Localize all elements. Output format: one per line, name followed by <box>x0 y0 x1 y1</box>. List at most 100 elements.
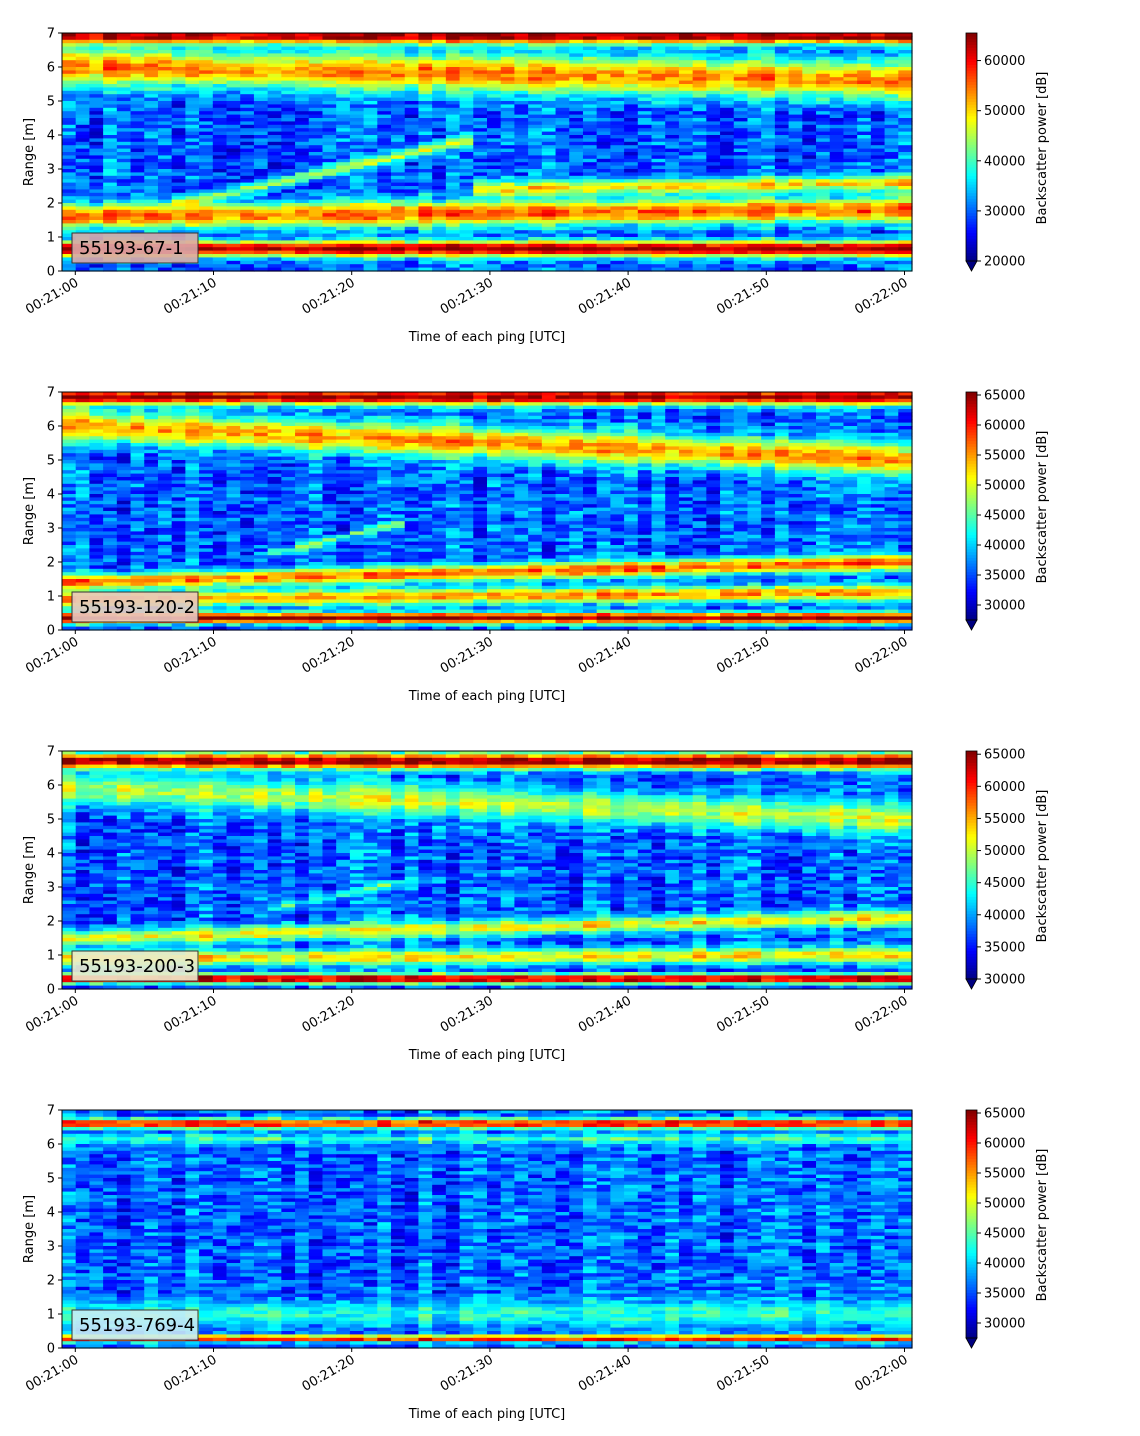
heatmap-cell <box>89 155 103 159</box>
heatmap-cell <box>816 261 830 265</box>
heatmap-cell <box>377 138 391 142</box>
heatmap-cell <box>487 162 501 166</box>
heatmap-cell <box>706 206 720 210</box>
heatmap-cell <box>418 213 432 217</box>
heatmap-cell <box>816 172 830 176</box>
heatmap-cell <box>802 155 816 159</box>
heatmap-cell <box>336 145 350 149</box>
heatmap-cell <box>830 172 844 176</box>
heatmap-cell <box>830 213 844 217</box>
heatmap-cell <box>309 196 323 200</box>
heatmap-cell <box>556 247 570 251</box>
heatmap-cell <box>487 189 501 193</box>
heatmap-cell <box>514 162 528 166</box>
heatmap-cell <box>227 172 241 176</box>
heatmap-cell <box>679 162 693 166</box>
heatmap-cell <box>377 247 391 251</box>
heatmap-cell <box>761 138 775 142</box>
heatmap-cell <box>761 172 775 176</box>
heatmap-cell <box>638 179 652 183</box>
heatmap-cell <box>885 196 899 200</box>
heatmap-cell <box>213 240 227 244</box>
heatmap-cell <box>76 223 90 227</box>
heatmap-cell <box>295 247 309 251</box>
heatmap-cell <box>103 416 117 420</box>
heatmap-cell <box>76 450 90 454</box>
heatmap-cell <box>350 138 364 142</box>
heatmap-cell <box>281 247 295 251</box>
heatmap-cell <box>281 261 295 265</box>
y-tick-label: 7 <box>47 27 55 42</box>
heatmap-cell <box>610 128 624 132</box>
heatmap-cell <box>76 213 90 217</box>
heatmap-cell <box>487 247 501 251</box>
heatmap-cell <box>62 501 76 505</box>
heatmap-cell <box>158 206 172 210</box>
heatmap-cell <box>322 240 336 244</box>
y-tick-label: 5 <box>47 95 55 110</box>
heatmap-cell <box>432 155 446 159</box>
heatmap-cell <box>638 247 652 251</box>
heatmap-cell <box>213 189 227 193</box>
heatmap-cell <box>898 155 912 159</box>
heatmap-cell <box>610 172 624 176</box>
heatmap-cell <box>131 467 145 471</box>
heatmap-cell <box>556 206 570 210</box>
heatmap-cell <box>720 172 734 176</box>
heatmap-cell <box>514 261 528 265</box>
heatmap-cell <box>514 155 528 159</box>
heatmap-cell <box>254 189 268 193</box>
heatmap-cell <box>761 240 775 244</box>
heatmap-cell <box>652 213 666 217</box>
heatmap-cell <box>898 196 912 200</box>
heatmap-cell <box>501 261 515 265</box>
heatmap-cell <box>213 261 227 265</box>
heatmap-cell <box>336 196 350 200</box>
heatmap-cell <box>103 145 117 149</box>
heatmap-cell <box>418 206 432 210</box>
heatmap-cell <box>583 138 597 142</box>
heatmap-cell <box>843 213 857 217</box>
heatmap-cell <box>556 240 570 244</box>
heatmap-cell <box>268 179 282 183</box>
heatmap-cell <box>583 247 597 251</box>
heatmap-cell <box>624 213 638 217</box>
x-tick-label: 00:21:00 <box>23 275 81 317</box>
heatmap-cell <box>185 196 199 200</box>
heatmap-cell <box>857 196 871 200</box>
heatmap-cell <box>268 128 282 132</box>
heatmap-cell <box>364 162 378 166</box>
heatmap-cell <box>734 230 748 234</box>
heatmap-cell <box>213 138 227 142</box>
heatmap-cell <box>597 206 611 210</box>
heatmap-cell <box>624 179 638 183</box>
heatmap-cell <box>322 172 336 176</box>
heatmap-cell <box>364 261 378 265</box>
heatmap-cell <box>720 155 734 159</box>
heatmap-cell <box>172 223 186 227</box>
x-tick-label: 00:21:40 <box>576 275 634 317</box>
heatmap-cell <box>405 230 419 234</box>
heatmap-cell <box>62 213 76 217</box>
heatmap-cell <box>693 230 707 234</box>
heatmap-cell <box>172 128 186 132</box>
heatmap-cell <box>843 179 857 183</box>
heatmap-cell <box>103 128 117 132</box>
heatmap-cell <box>144 223 158 227</box>
heatmap-cell <box>487 240 501 244</box>
heatmap-cell <box>405 128 419 132</box>
heatmap-cell <box>103 450 117 454</box>
heatmap-cell <box>172 138 186 142</box>
heatmap-cell <box>624 155 638 159</box>
heatmap-cell <box>89 416 103 420</box>
heatmap-cell <box>446 206 460 210</box>
heatmap-cell <box>665 189 679 193</box>
heatmap-cell <box>322 162 336 166</box>
heatmap-cell <box>802 128 816 132</box>
heatmap-cell <box>747 128 761 132</box>
heatmap-cell <box>418 162 432 166</box>
heatmap-cell <box>336 230 350 234</box>
heatmap-cell <box>871 162 885 166</box>
heatmap-cell <box>227 206 241 210</box>
heatmap-cell <box>761 162 775 166</box>
